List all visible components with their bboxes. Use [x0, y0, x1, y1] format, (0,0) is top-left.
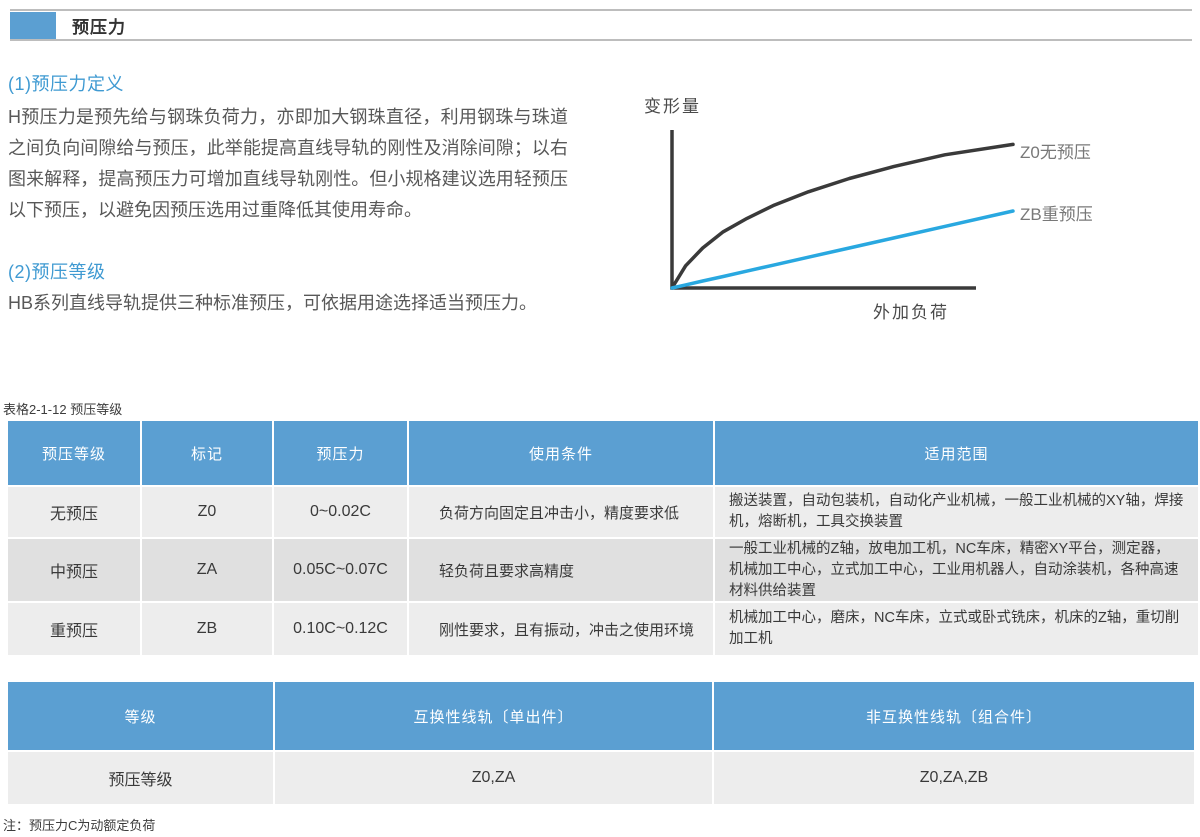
table1-caption: 表格2-1-12 预压等级 [3, 402, 123, 417]
table1-header-mark: 标记 [142, 421, 272, 485]
chart-canvas: 变形量 Z0无预压 ZB重预压 外加负荷 [644, 97, 1093, 322]
table1-header-preload: 预压力 [274, 421, 407, 485]
definition-paragraph: H预压力是预先给与钢珠负荷力，亦即加大钢珠直径，利用钢珠与珠道之间负向间隙给与预… [8, 107, 568, 220]
table-cell: 0.05C~0.07C [274, 539, 407, 601]
table-cell: 0~0.02C [274, 487, 407, 537]
chart-x-axis-label: 外加负荷 [873, 303, 949, 322]
table-cell: Z0,ZA [275, 752, 712, 804]
table2-header-non-interchangeable: 非互换性线轨〔组合件〕 [714, 682, 1194, 750]
table-cell: 负荷方向固定且冲击小，精度要求低 [409, 487, 713, 537]
interchangeability-table: 等级 互换性线轨〔单出件〕 非互换性线轨〔组合件〕 预压等级 Z0,ZA Z0,… [8, 682, 1194, 804]
table1-header-grade: 预压等级 [8, 421, 140, 485]
chart-y-axis-label: 变形量 [644, 97, 701, 116]
z0-no-preload-curve [670, 142, 1015, 290]
table-cell: 机械加工中心，磨床，NC车床，立式或卧式铣床，机床的Z轴，重切削加工机 [715, 603, 1198, 655]
table1-header-scope: 适用范围 [715, 421, 1198, 485]
table2-header-interchangeable: 互换性线轨〔单出件〕 [275, 682, 712, 750]
table-cell: 重预压 [8, 603, 140, 655]
section-heading-grades: (2)预压等级 [8, 262, 106, 282]
zb-heavy-preload-line [670, 209, 1015, 290]
table-cell: 刚性要求，且有振动，冲击之使用环境 [409, 603, 713, 655]
zb-line-label: ZB重预压 [1020, 205, 1093, 224]
chart-axes [670, 130, 976, 290]
table-cell: 无预压 [8, 487, 140, 537]
footnote: 注：预压力C为动额定负荷 [3, 818, 156, 833]
page-title: 预压力 [72, 17, 126, 37]
preload-grade-table: 预压等级 标记 预压力 使用条件 适用范围 无预压 Z0 0~0.02C 负荷方… [8, 421, 1198, 655]
table2-header-grade: 等级 [8, 682, 273, 750]
table-cell: Z0 [142, 487, 272, 537]
z0-curve-label: Z0无预压 [1020, 143, 1091, 162]
grades-paragraph: HB系列直线导轨提供三种标准预压，可依据用途选择适当预压力。 [8, 293, 538, 313]
table-cell: 轻负荷且要求高精度 [409, 539, 713, 601]
table-cell: 中预压 [8, 539, 140, 601]
table-cell: 0.10C~0.12C [274, 603, 407, 655]
table-cell: ZB [142, 603, 272, 655]
table1-header-condition: 使用条件 [409, 421, 713, 485]
table-cell: Z0,ZA,ZB [714, 752, 1194, 804]
section-heading-definition: (1)预压力定义 [8, 74, 124, 94]
table-cell: 搬送装置，自动包装机，自动化产业机械，一般工业机械的XY轴，焊接机，熔断机，工具… [715, 487, 1198, 537]
table-cell: 预压等级 [8, 752, 273, 804]
title-bar: 预压力 [10, 9, 1192, 41]
table-cell: ZA [142, 539, 272, 601]
title-accent-block [10, 11, 56, 39]
preload-deformation-chart: 变形量 Z0无预压 ZB重预压 外加负荷 [620, 88, 1195, 333]
table-cell: 一般工业机械的Z轴，放电加工机，NC车床，精密XY平台，测定器，机械加工中心，立… [715, 539, 1198, 601]
